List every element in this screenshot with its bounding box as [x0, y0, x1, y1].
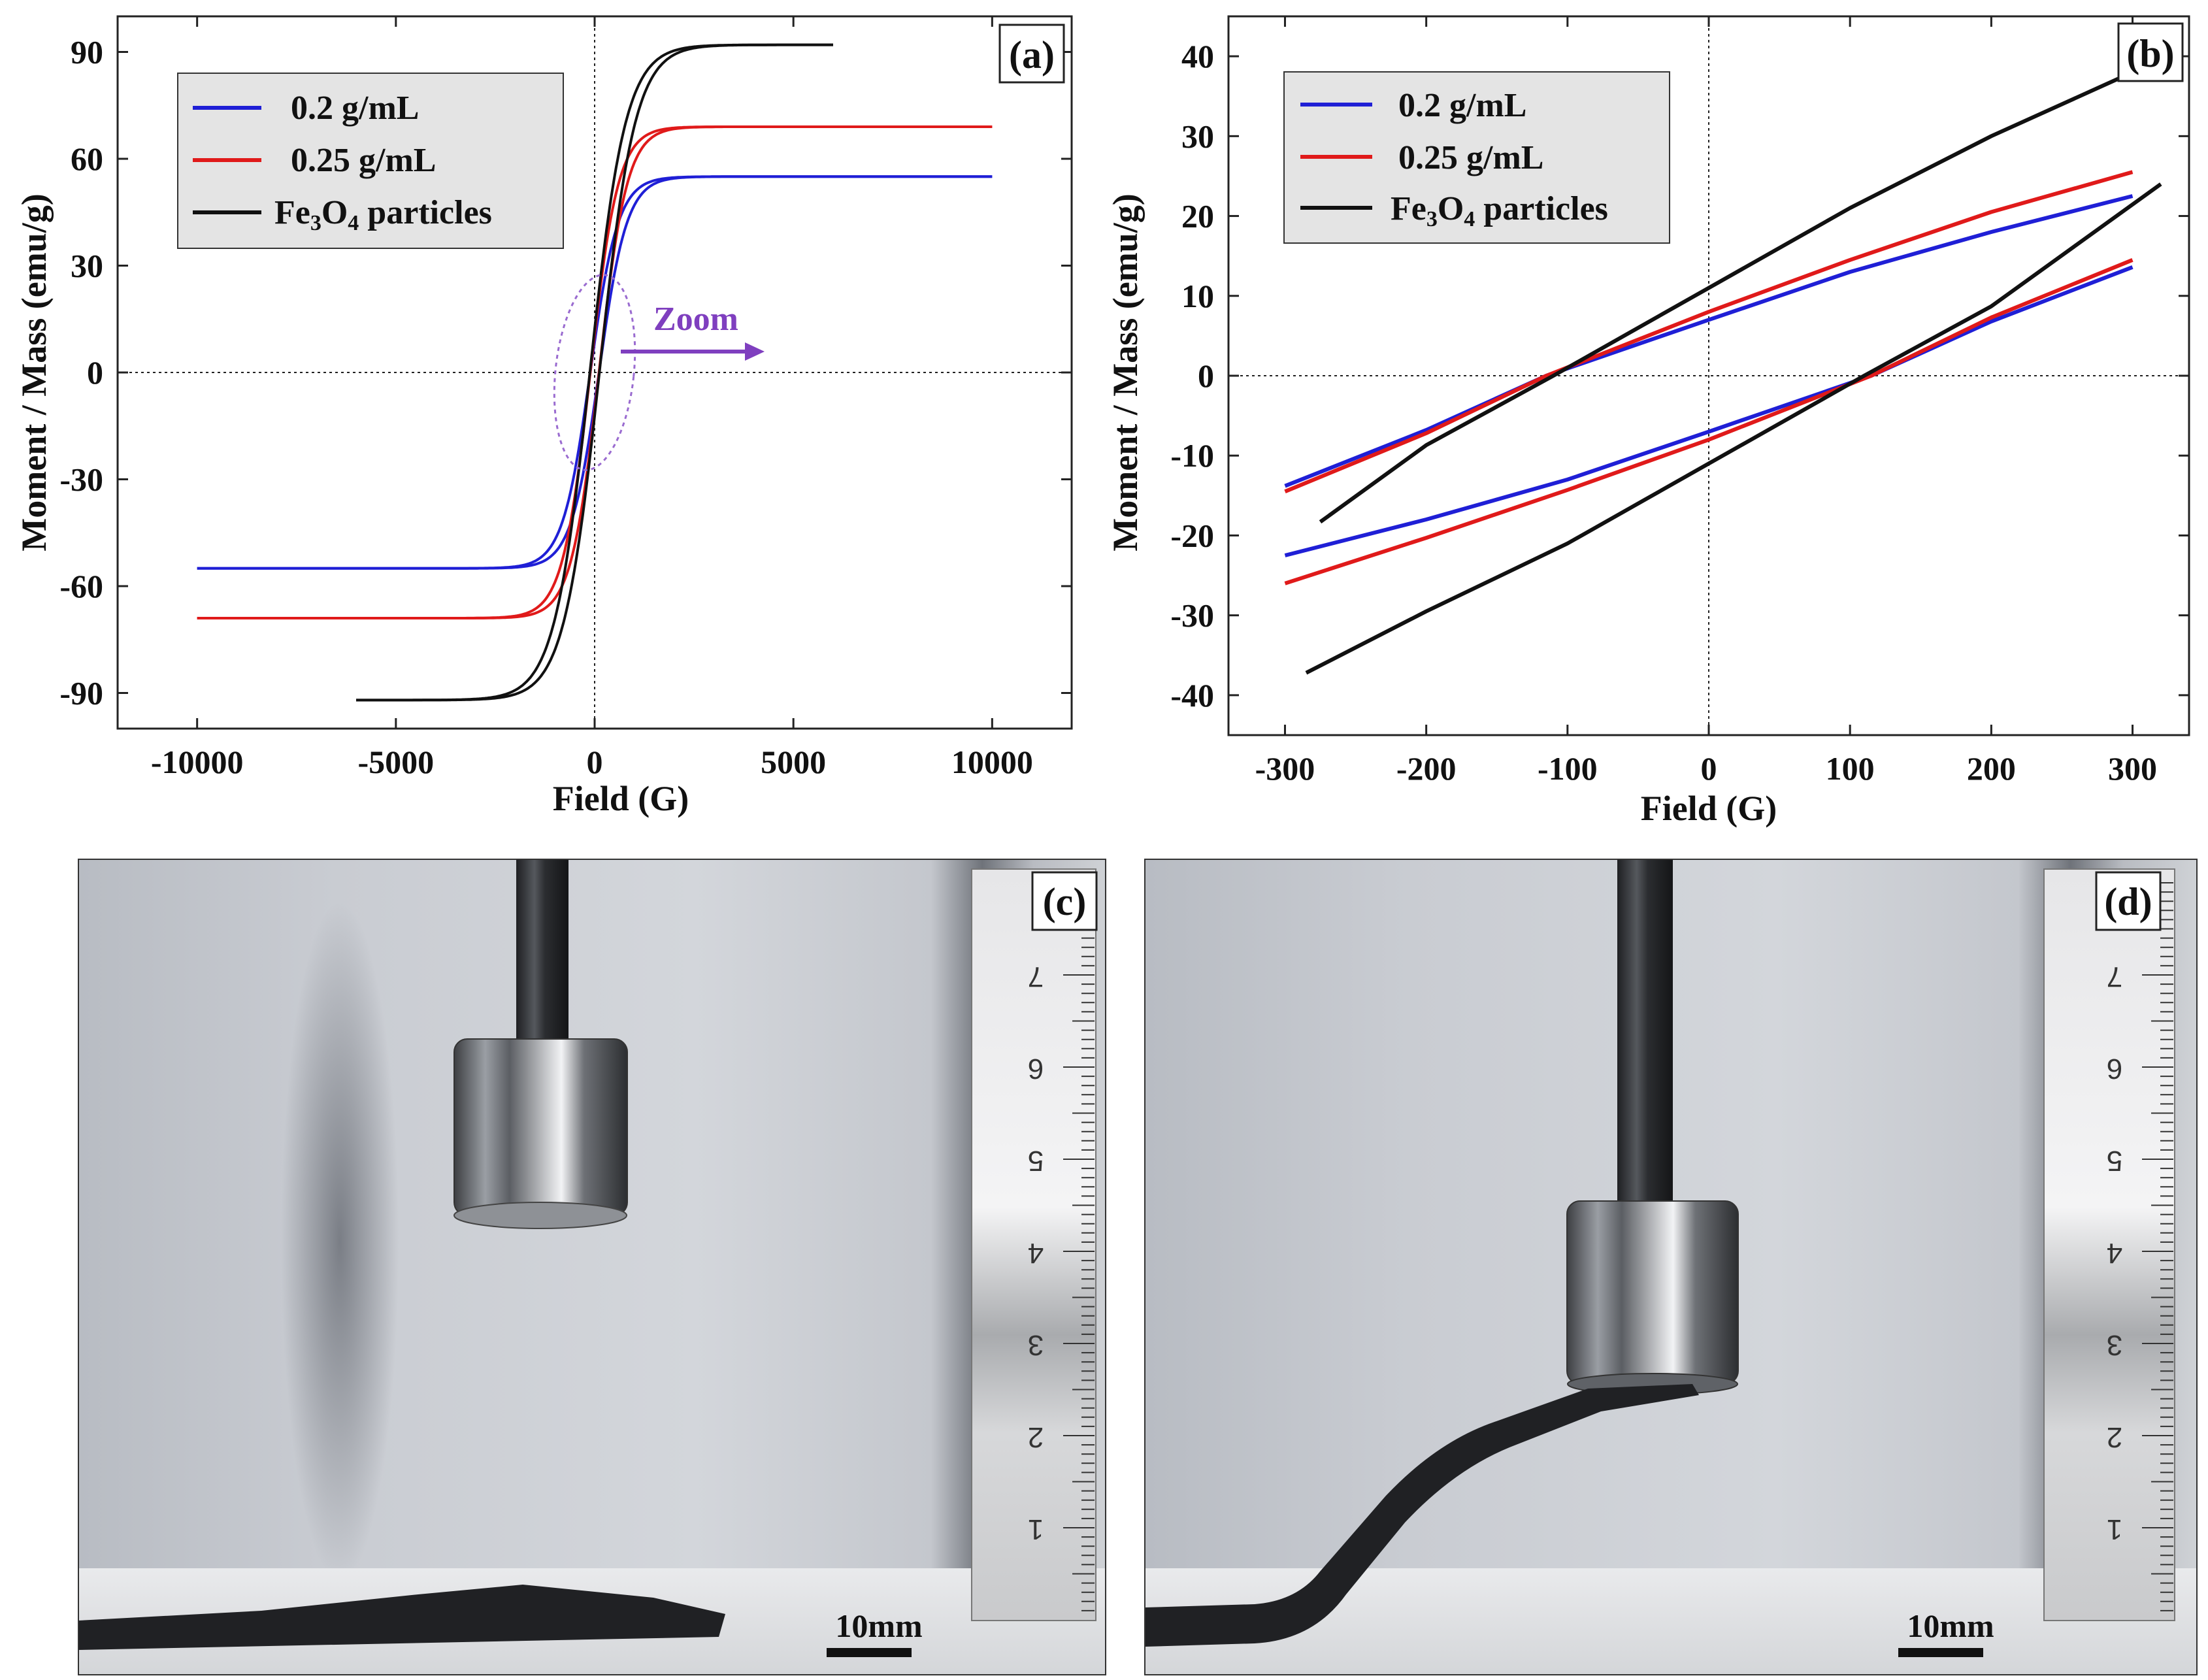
panel-a-y-axis-label: Moment / Mass (emu/g)	[14, 193, 54, 551]
legend-b-0p25: 0.25 g/mL	[1398, 139, 1543, 176]
y-tick-label: -30	[59, 461, 103, 498]
legend-a-0p2: 0.2 g/mL	[291, 90, 419, 127]
zoom-ellipse	[553, 274, 636, 471]
x-tick-label: 0	[1701, 750, 1717, 787]
zoom-label: Zoom	[653, 301, 738, 338]
panel-b-label: (b)	[2126, 32, 2174, 75]
ruler-number: 4	[1028, 1237, 1044, 1269]
series-line	[1284, 265, 2134, 557]
composite-strip-flat	[78, 1585, 725, 1650]
x-tick-label: -200	[1396, 750, 1457, 787]
ruler-number: 7	[1028, 961, 1044, 993]
composite-strip-bent	[1145, 1384, 1699, 1647]
legend-b-0p2: 0.2 g/mL	[1398, 87, 1526, 124]
panel-c-label: (c)	[1043, 880, 1087, 923]
ruler-number: 6	[2107, 1053, 2122, 1085]
panel-a-curves	[197, 43, 993, 702]
y-tick-label: 30	[1181, 118, 1214, 154]
panel-d-scale-bar	[1898, 1648, 1983, 1657]
panel-b-y-axis-label: Moment / Mass (emu/g)	[1106, 193, 1145, 551]
y-tick-label: 0	[1198, 357, 1214, 394]
legend-b-fe3o4: Fe3O4 particles	[1391, 190, 1608, 231]
magnet-rod	[516, 859, 568, 1055]
series-line	[1284, 170, 2134, 493]
panel-c-scale-label: 10mm	[835, 1607, 922, 1644]
panel-a-label: (a)	[1009, 33, 1055, 76]
x-tick-label: -300	[1255, 750, 1315, 787]
y-tick-label: -10	[1170, 437, 1214, 474]
ruler-number: 3	[1028, 1329, 1044, 1361]
ruler-number: 5	[2107, 1145, 2122, 1177]
magnet-shadow	[281, 902, 399, 1581]
ruler-number: 1	[2107, 1513, 2122, 1545]
panel-c-scale-bar	[827, 1648, 912, 1657]
series-line-down	[356, 43, 833, 702]
panel-b-zoom-chart: -300 -200 -100 0 100 200 300-40-30-20-10010203…	[1106, 15, 2190, 828]
ruler-number: 2	[2107, 1421, 2122, 1453]
magnet-cylinder	[453, 1038, 628, 1216]
magnet-cylinder-d	[1566, 1200, 1739, 1385]
panel-a-axes: -10000 -5000 0 5000 10000 -90 -60 -30 0 30 60 90	[59, 16, 1072, 780]
magnet-bottom	[453, 1202, 627, 1229]
y-tick-label: -40	[1170, 677, 1214, 714]
x-tick-label: 0	[587, 744, 603, 780]
x-tick-label: -5000	[358, 744, 435, 780]
x-tick-label: 5000	[761, 744, 826, 780]
x-tick-label: 200	[1967, 750, 2016, 787]
ruler-number: 6	[1028, 1053, 1044, 1085]
y-tick-label: 60	[71, 140, 103, 177]
series-line	[1284, 258, 2134, 585]
x-tick-label: 10000	[951, 744, 1033, 780]
panel-c-photo: 1 2 3 4 5 6 7 (c) 10mm	[78, 859, 1106, 1675]
ruler-numbers: 1 2 3 4 5 6 7	[1028, 961, 1044, 1545]
y-tick-label: 40	[1181, 38, 1214, 74]
panel-d-scale-label: 10mm	[1907, 1607, 1994, 1644]
panel-b-axes: -300 -200 -100 0 100 200 300-40-30-20-10010203…	[1170, 16, 2189, 787]
ruler-number: 1	[1028, 1513, 1044, 1545]
ruler-number: 3	[2107, 1329, 2122, 1361]
ruler-number: 7	[2107, 961, 2122, 993]
y-tick-label: -60	[59, 568, 103, 604]
series-line	[1284, 194, 2134, 488]
series-line	[1305, 182, 2162, 675]
x-tick-label: -10000	[151, 744, 244, 780]
y-tick-label: -30	[1170, 597, 1214, 634]
y-tick-label: 10	[1181, 278, 1214, 314]
ruler-number: 2	[1028, 1421, 1044, 1453]
panel-d-label: (d)	[2104, 880, 2152, 923]
x-tick-label: 100	[1826, 750, 1875, 787]
magnet-rod-d	[1617, 859, 1673, 1212]
panel-b-curves	[1284, 70, 2162, 675]
ruler-d	[2043, 868, 2175, 1621]
y-tick-label: 20	[1181, 198, 1214, 235]
series-line	[1319, 70, 2134, 524]
panel-b-x-axis-label: Field (G)	[1641, 789, 1777, 828]
y-tick-label: 0	[87, 354, 103, 391]
y-tick-label: -90	[59, 675, 103, 712]
ruler-number: 4	[2107, 1237, 2122, 1269]
panel-b-legend: 0.2 g/mL 0.25 g/mL Fe3O4 particles	[1283, 71, 1670, 244]
legend-a-fe3o4: Fe3O4 particles	[274, 194, 492, 235]
panel-a-x-axis-label: Field (G)	[553, 779, 689, 818]
ruler-ticks-d	[2142, 882, 2173, 1611]
y-tick-label: 30	[71, 248, 103, 284]
ruler-numbers-d: 1 2 3 4 5 6 7	[2107, 961, 2122, 1545]
ruler	[971, 868, 1096, 1621]
panel-d-photo: 1 2 3 4 5 6 7 (d) 10mm	[1144, 859, 2198, 1675]
x-tick-label: -100	[1538, 750, 1598, 787]
legend-a-0p25: 0.25 g/mL	[291, 142, 436, 179]
panel-a-hysteresis-chart: -10000 -5000 0 5000 10000 -90 -60 -30 0 30 60 90 Mo…	[14, 15, 1073, 818]
y-tick-label: 90	[71, 34, 103, 71]
panel-a-legend: 0.2 g/mL 0.25 g/mL Fe3O4 particles	[177, 73, 564, 249]
y-tick-label: -20	[1170, 517, 1214, 553]
ruler-number: 5	[1028, 1145, 1044, 1177]
x-tick-label: 300	[2108, 750, 2157, 787]
zoom-arrow-head	[745, 342, 765, 361]
